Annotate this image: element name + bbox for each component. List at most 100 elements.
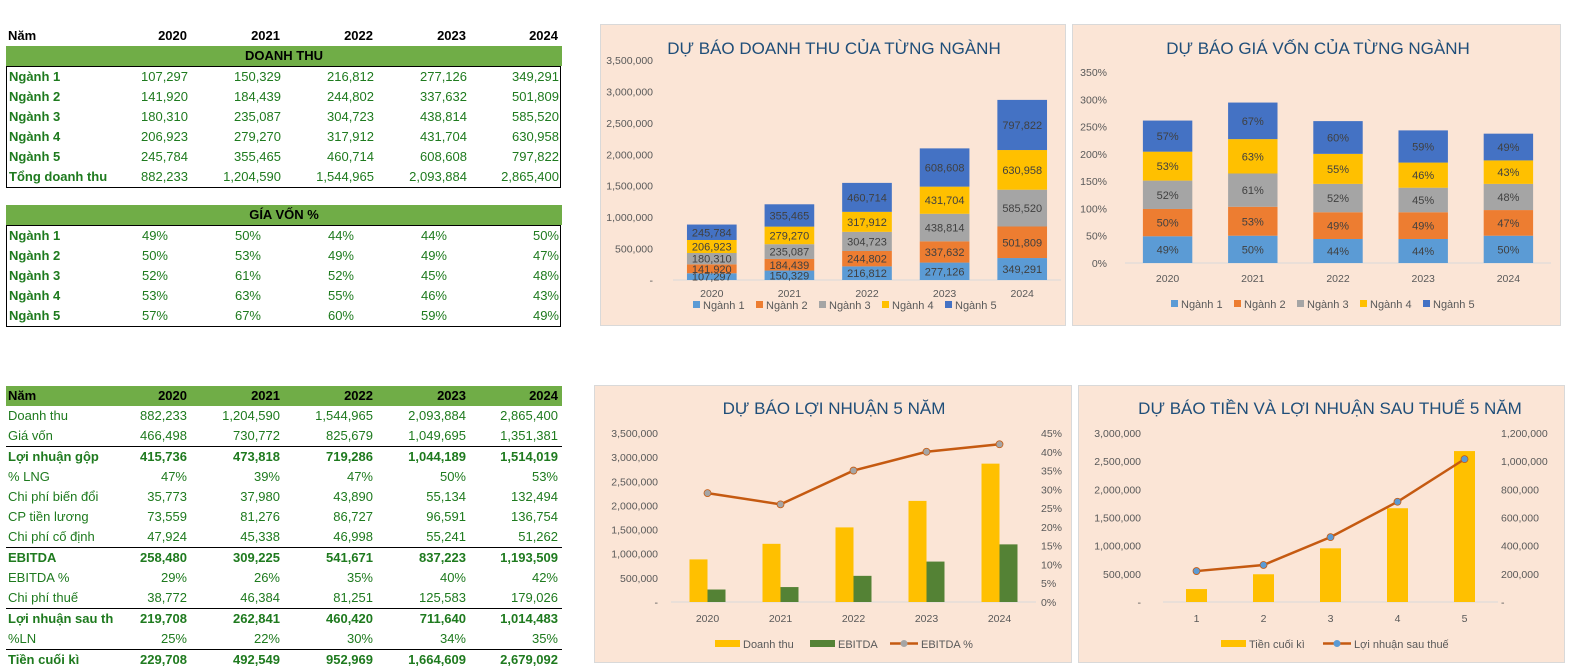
cogs-by-sector-svg: DỰ BÁO GIÁ VỐN CỦA TỪNG NGÀNH 0% 50% 100% 15… [1080,38,1551,311]
row-label: Ngành 5 [9,149,61,164]
data-label: 59% [1412,141,1434,153]
cell-value: 48% [532,268,559,283]
data-label: 60% [1327,132,1349,144]
legend-label: Ngành 5 [955,300,997,312]
bar [1253,574,1274,602]
legend-swatch [810,640,835,647]
y-tick-label: 300% [1080,94,1107,106]
cell-value: 22% [253,631,280,646]
cell-value: 2,093,884 [409,169,467,184]
cell-value: 730,772 [233,428,280,443]
table-row: Ngành 4 53% 63% 55% 46% 43% [7,286,560,306]
cell-value: 35% [346,570,373,585]
chart-title: DỰ BÁO DOANH THU CỦA TỪNG NGÀNH [667,39,1001,58]
year-col: 2024 [529,388,558,403]
y-tick-label: 0% [1092,258,1107,270]
bar [762,543,781,602]
y-tick-label: 2,000,000 [1094,484,1141,496]
x-tick-label: 2021 [769,613,793,625]
y-tick-label: 50% [1086,231,1107,243]
pl-body: Doanh thu 882,233 1,204,590 1,544,965 2,093,… [6,406,562,670]
legend-label: Ngành 2 [766,300,808,312]
chart-profit-5-years: DỰ BÁO LỢI NHUẬN 5 NĂM - 500,000 1,000,000 1… [594,385,1072,663]
cell-value: 42% [531,570,558,585]
x-tick-label: 2024 [988,613,1012,625]
cell-value: 244,802 [327,89,374,104]
bar [999,544,1018,602]
row-label: Ngành 3 [9,268,61,283]
row-label: Lợi nhuận sau th [8,611,114,626]
table-row: Chi phí thuế 38,772 46,384 81,251 125,583 179… [6,588,562,608]
table-row: %LN 25% 22% 30% 34% 35% [6,629,562,649]
cell-value: 45,338 [240,529,280,544]
x-tick-label: 1 [1194,613,1200,625]
cell-value: 25% [160,631,187,646]
cell-value: 1,014,483 [500,611,558,626]
y2-tick-label: 20% [1041,522,1062,534]
cell-value: 1,544,965 [316,169,374,184]
data-label: 57% [1157,131,1179,143]
bar-segment [842,211,892,232]
bar-segment [1313,183,1363,213]
bar-segment [997,258,1048,280]
data-label: 50% [1157,218,1179,230]
x-tick-label: 2021 [778,288,802,300]
cell-value: 46,384 [240,590,280,605]
y-tick-label: - [1138,597,1142,609]
cell-value: 258,480 [140,550,187,565]
cell-value: 711,640 [419,611,466,626]
table-row: Tổng doanh thu 882,233 1,204,590 1,544,965 2… [7,167,560,187]
data-label: 52% [1327,193,1349,205]
bar-segment [1228,235,1278,263]
cell-value: 30% [346,631,373,646]
cell-value: 304,723 [327,109,374,124]
data-label: 206,923 [692,241,732,253]
x-tick-label: 2020 [700,288,724,300]
table-row: Ngành 2 50% 53% 49% 49% 47% [7,246,560,266]
cell-value: 882,233 [140,408,187,423]
bar-segment [1142,120,1193,152]
cell-value: 262,841 [233,611,280,626]
cell-value: 150,329 [234,69,281,84]
cell-value: 184,439 [234,89,281,104]
cell-value: 26% [253,570,280,585]
line-marker [776,500,785,509]
cell-value: 431,704 [420,129,467,144]
y2-tick-label: 1,000,000 [1501,456,1548,468]
line-marker [1393,497,1402,506]
cell-value: 46,998 [333,529,373,544]
row-label: Ngành 3 [9,109,61,124]
bar-segment [764,270,815,280]
revenue-header-row: Năm 2020 2021 2022 2023 2024 [0,26,562,46]
data-label: 355,465 [770,210,810,222]
data-label: 150,329 [770,270,810,282]
data-label: 67% [1242,116,1264,128]
cell-value: 52% [327,268,354,283]
year-col: 2020 [158,28,187,43]
cell-value: 46% [420,288,447,303]
bar-segment [1228,102,1278,140]
legend-swatch [1297,300,1304,307]
bar-segment [1483,235,1534,263]
year-col: 2023 [437,388,466,403]
bar-segment [997,226,1048,259]
x-tick-label: 4 [1395,613,1401,625]
year-label: Năm [8,28,37,43]
cell-value: 630,958 [512,129,559,144]
y2-tick-label: 800,000 [1501,484,1539,496]
row-label: Ngành 2 [9,248,61,263]
year-col: 2023 [437,28,466,43]
table-row: % LNG 47% 39% 47% 50% 53% [6,467,562,487]
data-label: 349,291 [1002,264,1042,276]
legend-swatch [1234,300,1241,307]
y-tick-label: 3,500,000 [606,55,653,67]
x-tick-label: 2023 [933,288,957,300]
cell-value: 585,520 [512,109,559,124]
data-label: 63% [1242,151,1264,163]
cell-value: 49% [327,248,354,263]
line-marker [1259,561,1268,569]
legend-marker-swatch [900,640,908,647]
legend-label: Ngành 4 [892,300,934,312]
profit-5-years-svg: DỰ BÁO LỢI NHUẬN 5 NĂM - 500,000 1,000,000 1… [611,399,1062,651]
y2-tick-label: 45% [1041,428,1062,440]
